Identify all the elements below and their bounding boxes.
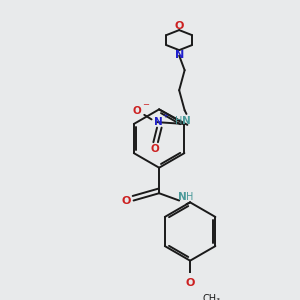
Text: N: N — [154, 117, 162, 127]
Text: N: N — [182, 116, 191, 126]
Text: N: N — [178, 192, 186, 202]
Text: +: + — [162, 113, 168, 119]
Text: CH₃: CH₃ — [202, 294, 220, 300]
Text: H: H — [176, 116, 183, 126]
Text: O: O — [151, 144, 160, 154]
Text: O: O — [122, 196, 131, 206]
Text: O: O — [133, 106, 141, 116]
Text: O: O — [175, 20, 184, 31]
Text: O: O — [185, 278, 195, 288]
Text: −: − — [142, 100, 149, 109]
Text: H: H — [185, 192, 193, 202]
Text: N: N — [175, 50, 184, 60]
